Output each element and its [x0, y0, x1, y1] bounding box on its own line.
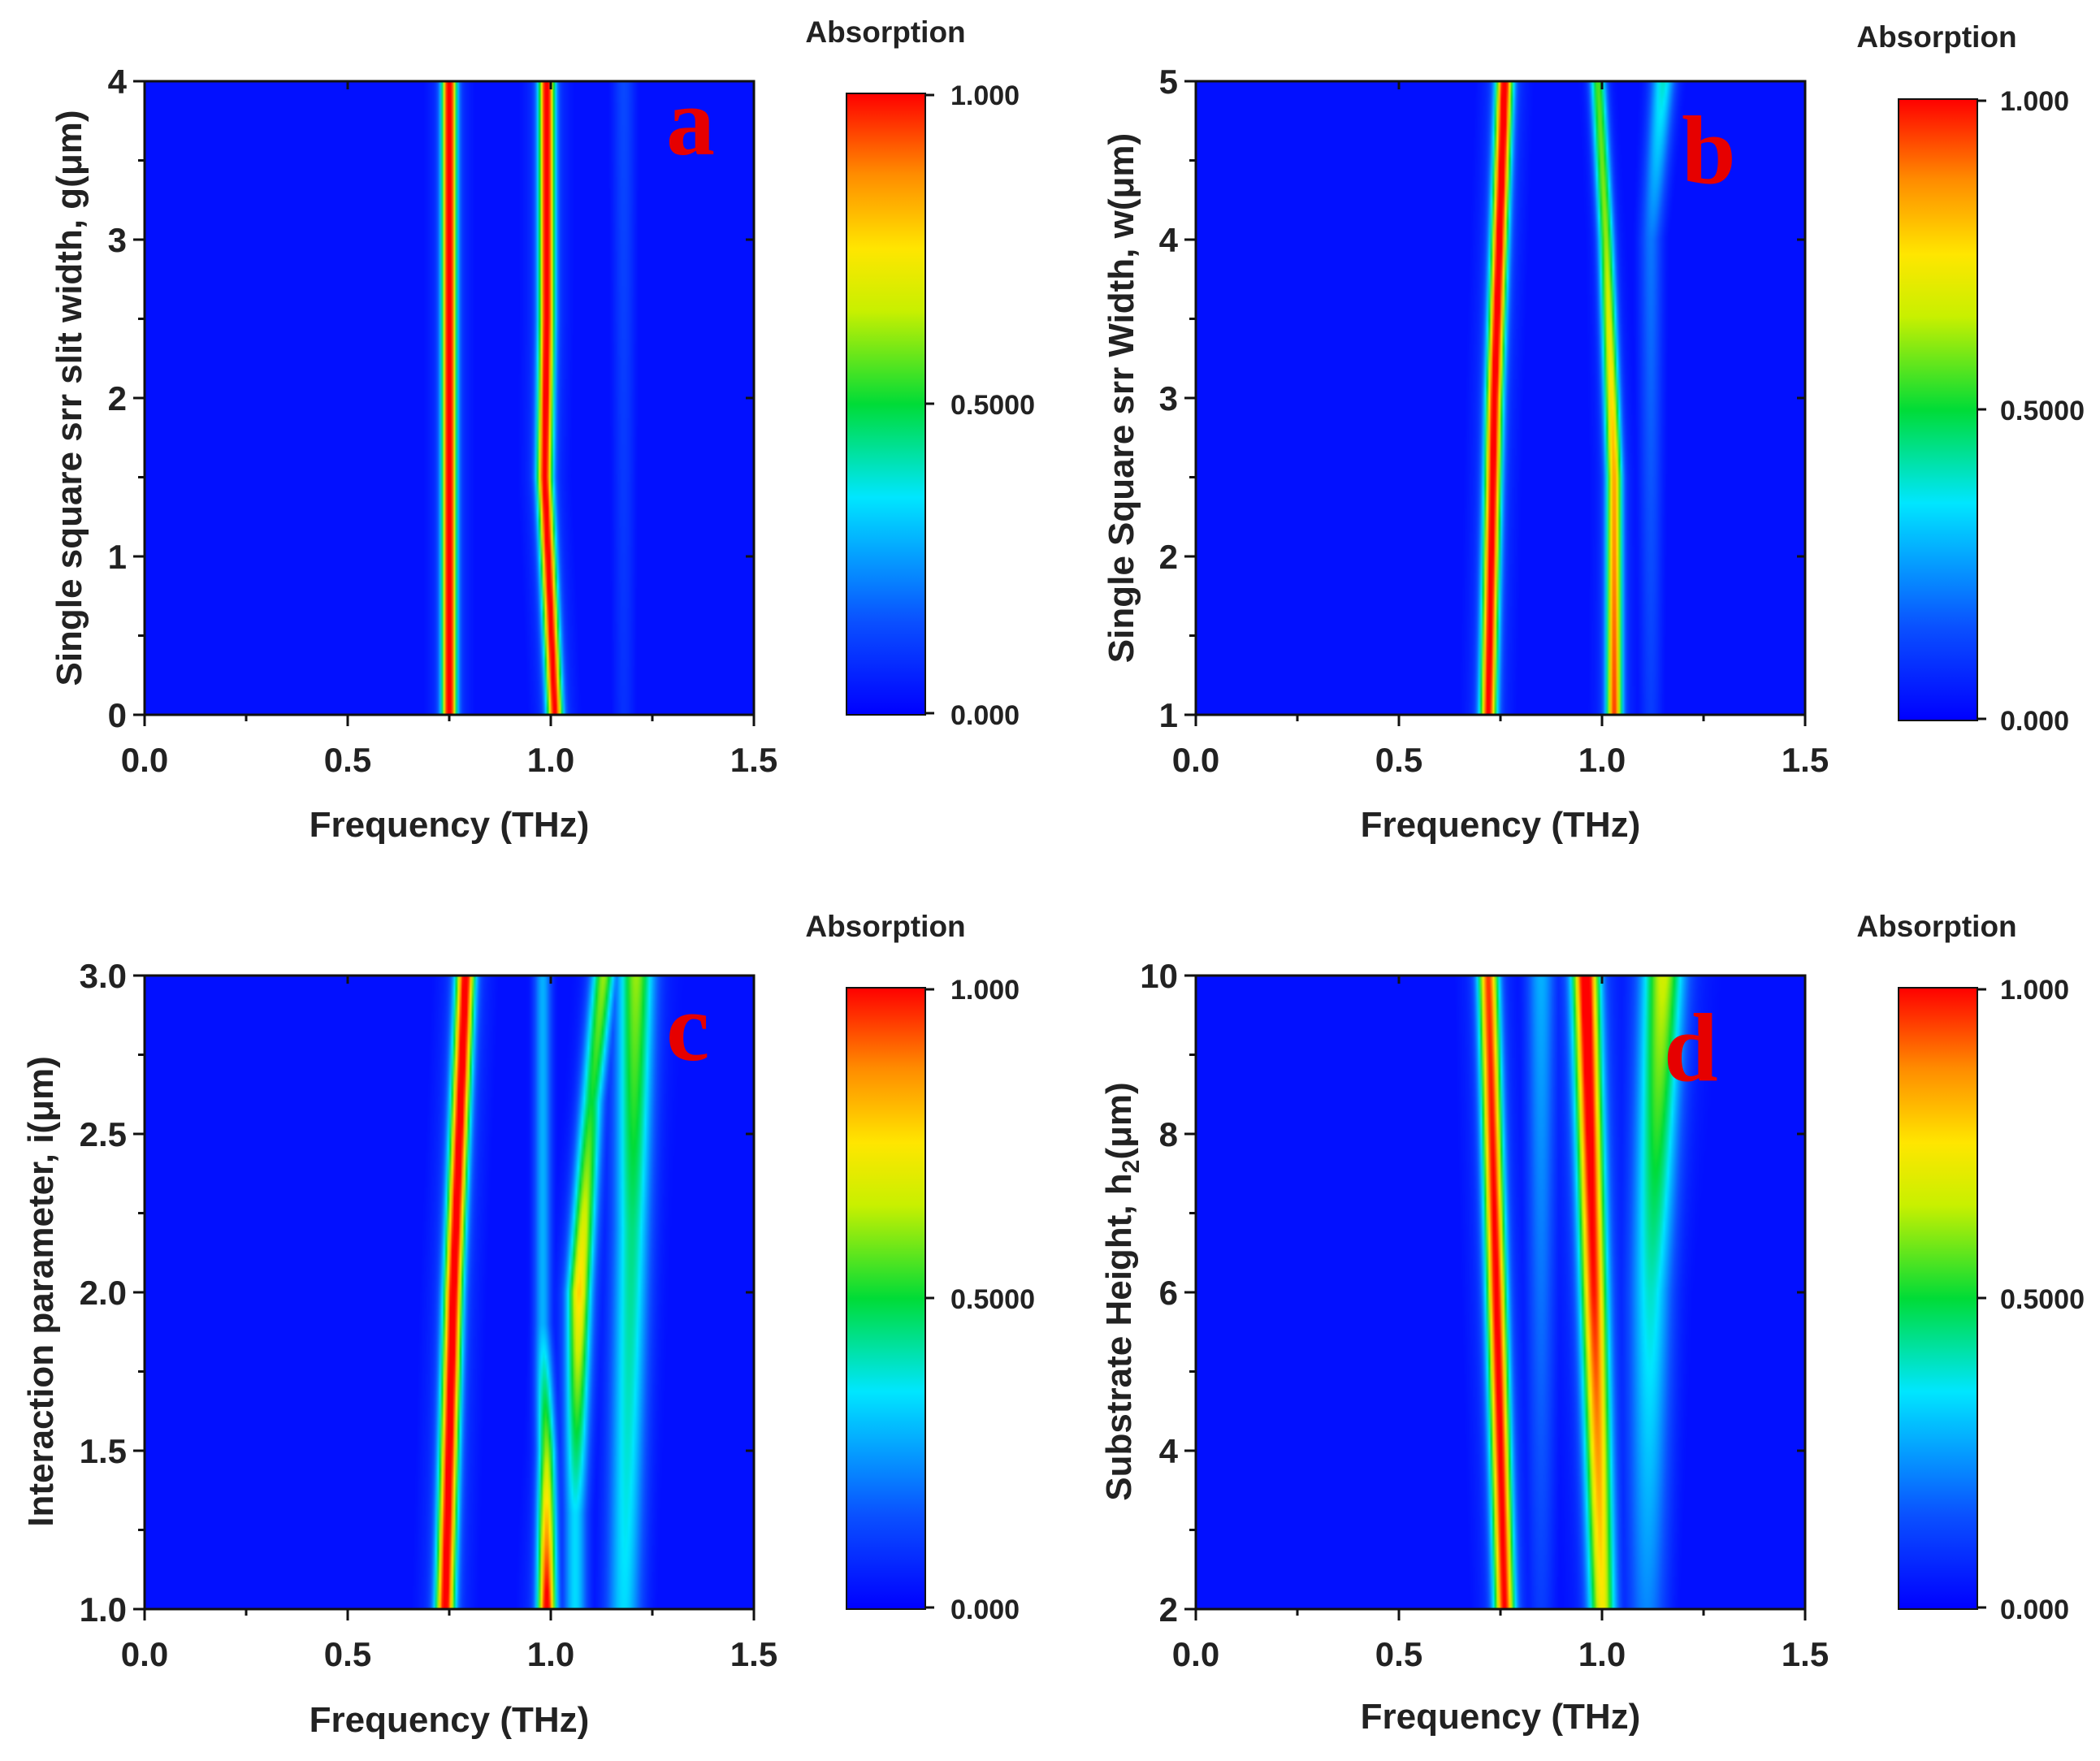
x-tick-label: 0.0	[1172, 741, 1219, 779]
y-tick-label: 2	[108, 379, 127, 418]
y-tick-label: 1.0	[80, 1590, 127, 1629]
panel-a-colorbar-max: 1.000	[950, 80, 1020, 111]
x-tick-label: 1.5	[1782, 1635, 1829, 1673]
y-tick-label: 8	[1159, 1115, 1178, 1153]
panel-d-xlabel: Frequency (THz)	[1361, 1697, 1641, 1737]
panel-d-letter: d	[1664, 993, 1718, 1101]
panel-d-heatmap	[1196, 976, 1805, 1609]
y-tick-label: 1	[108, 538, 127, 576]
x-tick-label: 1.5	[730, 1635, 777, 1673]
panel-a-colorbar-title: Absorption	[805, 15, 965, 49]
panel-b-letter: b	[1682, 96, 1736, 204]
x-tick-label: 0.5	[1375, 741, 1422, 779]
panel-c-colorbar-title: Absorption	[805, 910, 965, 943]
y-tick-label: 1	[1159, 696, 1178, 734]
panel-b-ylabel: Single Square srr Width, w(μm)	[1102, 133, 1141, 663]
y-tick-label: 4	[1159, 221, 1179, 259]
y-tick-label: 1.5	[80, 1432, 127, 1470]
panel-a-letter: a	[666, 67, 715, 175]
panel-d-colorbar	[1898, 987, 1978, 1610]
panel-a-ticks: 0.0 0.5 1.0 1.5 0 1 2 3 4	[108, 63, 778, 779]
panel-c-ylabel: Interaction parameter, i(μm)	[21, 1056, 61, 1527]
panel-a-colorbar-mid: 0.5000	[950, 390, 1035, 421]
panel-d-colorbar-min: 0.000	[2000, 1594, 2069, 1625]
panel-d-ticks: 0.0 0.5 1.0 1.5 2 4 6 8 10	[1140, 957, 1829, 1673]
y-tick-label: 2	[1159, 1590, 1178, 1629]
panel-b: 0.0 0.5 1.0 1.5 1 2 3 4 5 b Frequency (THz) Sing…	[1102, 20, 2085, 845]
x-tick-label: 1.5	[730, 741, 777, 779]
x-tick-label: 0.0	[121, 741, 168, 779]
y-tick-label: 3	[1159, 379, 1178, 418]
panel-a-colorbar	[846, 93, 926, 716]
x-tick-label: 0.0	[121, 1635, 168, 1673]
x-tick-label: 0.0	[1172, 1635, 1219, 1673]
x-tick-label: 1.0	[1578, 1635, 1626, 1673]
x-tick-label: 1.0	[527, 1635, 574, 1673]
panel-a-ylabel: Single square srr slit width, g(μm)	[50, 110, 89, 686]
x-tick-label: 1.5	[1782, 741, 1829, 779]
y-tick-label: 3.0	[80, 957, 127, 995]
y-tick-label: 2.0	[80, 1274, 127, 1312]
panel-c-colorbar-max: 1.000	[950, 975, 1020, 1006]
panel-c-heatmap	[145, 976, 754, 1609]
panel-d: 0.0 0.5 1.0 1.5 2 4 6 8 10 d Frequency (THz) Sub…	[1099, 910, 2085, 1737]
panel-d-colorbar-title: Absorption	[1856, 910, 2016, 943]
y-tick-label: 2.5	[80, 1115, 127, 1153]
panel-b-colorbar-max: 1.000	[2000, 86, 2069, 117]
panel-c: 0.0 0.5 1.0 1.5 1.0 1.5 2.0 2.5 3.0 c Frequency …	[21, 910, 1035, 1740]
panel-c-colorbar-mid: 0.5000	[950, 1284, 1035, 1315]
x-tick-label: 1.0	[527, 741, 574, 779]
panel-b-xlabel: Frequency (THz)	[1361, 805, 1641, 845]
y-tick-label: 6	[1159, 1274, 1178, 1312]
panel-b-colorbar-mid: 0.5000	[2000, 396, 2085, 426]
x-tick-label: 0.5	[1375, 1635, 1422, 1673]
x-tick-label: 0.5	[324, 1635, 371, 1673]
x-tick-label: 0.5	[324, 741, 371, 779]
y-tick-label: 2	[1159, 538, 1178, 576]
y-tick-label: 4	[1159, 1432, 1179, 1470]
panel-a: 0.0 0.5 1.0 1.5 0 1 2 3 4 a Frequency (THz) Sing…	[50, 15, 1035, 845]
y-tick-label: 3	[108, 221, 127, 259]
panel-b-heatmap	[1196, 81, 1805, 715]
panel-d-colorbar-mid: 0.5000	[2000, 1284, 2085, 1315]
panel-c-xlabel: Frequency (THz)	[310, 1700, 590, 1740]
panel-b-colorbar-min: 0.000	[2000, 706, 2069, 737]
y-tick-label: 0	[108, 696, 127, 734]
panel-c-colorbar	[846, 987, 926, 1610]
x-tick-label: 1.0	[1578, 741, 1626, 779]
panel-d-colorbar-max: 1.000	[2000, 975, 2069, 1006]
y-tick-label: 4	[108, 63, 128, 101]
panel-c-ticks: 0.0 0.5 1.0 1.5 1.0 1.5 2.0 2.5 3.0	[80, 957, 778, 1673]
panel-a-heatmap	[145, 81, 754, 715]
panel-c-colorbar-min: 0.000	[950, 1594, 1020, 1625]
y-tick-label: 10	[1140, 957, 1178, 995]
panel-a-xlabel: Frequency (THz)	[310, 805, 590, 845]
panel-b-colorbar-title: Absorption	[1856, 20, 2016, 54]
panel-b-ticks: 0.0 0.5 1.0 1.5 1 2 3 4 5	[1159, 63, 1829, 779]
panel-a-colorbar-min: 0.000	[950, 700, 1020, 731]
panel-c-letter: c	[666, 973, 709, 1081]
panel-d-ylabel: Substrate Height, h2(μm)	[1099, 1082, 1145, 1500]
panel-b-colorbar	[1898, 98, 1978, 721]
y-tick-label: 5	[1159, 63, 1178, 101]
